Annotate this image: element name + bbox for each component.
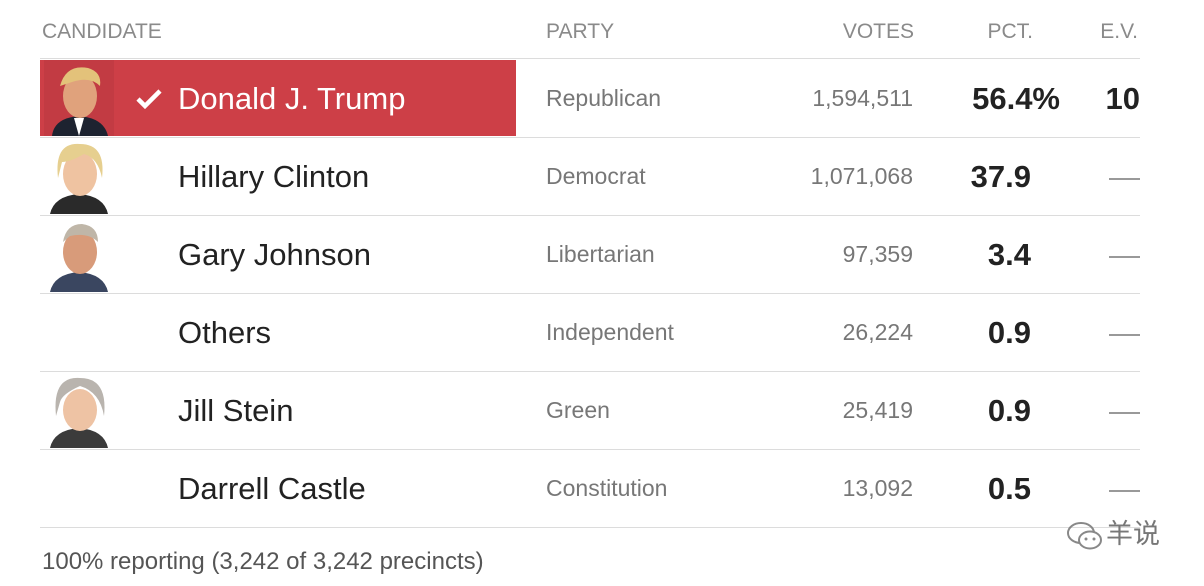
votes: 13,092	[842, 475, 913, 501]
header-pct: PCT.	[987, 20, 1033, 43]
header-ev: E.V.	[1100, 20, 1138, 43]
electoral-votes: —	[1109, 159, 1140, 194]
result-row: Jill Stein Green 25,419 0.9 —	[40, 372, 1140, 450]
wechat-icon	[1067, 522, 1102, 550]
photo-johnson	[50, 224, 108, 292]
candidate-name: Hillary Clinton	[178, 159, 370, 194]
photo-stein	[50, 377, 108, 448]
electoral-votes: —	[1109, 393, 1140, 428]
header-party: PARTY	[546, 20, 615, 43]
winner-highlight	[40, 60, 516, 136]
percent: 3.4	[987, 237, 1031, 272]
party: Republican	[546, 85, 662, 111]
votes: 25,419	[842, 397, 913, 423]
footer-reporting: 100% reporting (3,242 of 3,242 precincts…	[42, 548, 484, 575]
party: Libertarian	[546, 241, 655, 267]
votes: 1,594,511	[812, 85, 913, 111]
percent: 0.9	[987, 315, 1031, 350]
percent: 0.5	[987, 471, 1031, 506]
photo-trump	[44, 60, 114, 136]
result-row: Gary Johnson Libertarian 97,359 3.4 —	[40, 216, 1140, 294]
electoral-votes: —	[1109, 237, 1140, 272]
winner-check	[136, 89, 162, 110]
percent: 56.4%	[972, 81, 1060, 116]
party: Constitution	[546, 475, 668, 501]
candidate-name: Darrell Castle	[178, 471, 366, 506]
votes: 26,224	[842, 319, 913, 345]
votes: 97,359	[842, 241, 913, 267]
votes: 1,071,068	[810, 163, 913, 189]
candidate-name: Gary Johnson	[178, 237, 371, 272]
percent: 37.9	[970, 159, 1031, 194]
result-row: Darrell Castle Constitution 13,092 0.5 —	[40, 450, 1140, 528]
header-candidate: CANDIDATE	[42, 20, 162, 43]
electoral-votes: —	[1109, 315, 1140, 350]
result-row: Donald J. Trump Republican 1,594,511 56.4% 1…	[40, 60, 1140, 138]
result-row: Others Independent 26,224 0.9 —	[40, 294, 1140, 372]
party: Green	[546, 397, 610, 423]
header-rule	[40, 58, 1140, 59]
watermark: 羊说	[1106, 519, 1160, 549]
electoral-votes: —	[1109, 471, 1140, 506]
party: Independent	[546, 319, 674, 345]
header-votes: VOTES	[842, 20, 914, 43]
percent: 0.9	[987, 393, 1031, 428]
party: Democrat	[546, 163, 646, 189]
candidate-name: Donald J. Trump	[178, 81, 406, 116]
result-row: Hillary Clinton Democrat 1,071,068 37.9 —	[40, 138, 1140, 216]
candidate-name: Others	[178, 315, 272, 350]
candidate-name: Jill Stein	[178, 393, 294, 428]
photo-clinton	[50, 143, 108, 214]
electoral-votes: 10	[1105, 81, 1140, 116]
